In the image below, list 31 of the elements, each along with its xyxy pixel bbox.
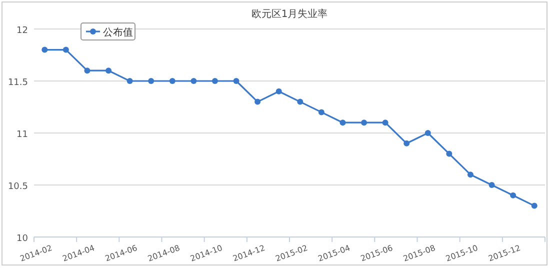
y-tick-label: 12 xyxy=(16,26,28,36)
y-tick-label: 10.5 xyxy=(8,182,28,192)
y-tick-label: 11 xyxy=(16,130,28,140)
point xyxy=(467,172,474,178)
point xyxy=(62,46,69,53)
point xyxy=(42,46,48,53)
point xyxy=(148,78,154,84)
point xyxy=(404,140,410,146)
point xyxy=(106,68,112,74)
point xyxy=(254,98,261,105)
point xyxy=(233,78,240,84)
point xyxy=(382,120,388,126)
y-tick-label: 11.5 xyxy=(8,78,28,88)
point xyxy=(510,192,516,198)
chart-title: 欧元区1月失业率 xyxy=(251,8,328,20)
point xyxy=(276,88,282,94)
point xyxy=(190,78,197,84)
point xyxy=(446,150,452,157)
point xyxy=(169,78,176,84)
point xyxy=(126,78,133,84)
point xyxy=(212,78,218,84)
legend-label: 公布值 xyxy=(103,26,133,38)
point xyxy=(297,98,304,105)
point xyxy=(424,130,431,136)
point xyxy=(488,182,495,188)
y-tick-label: 10 xyxy=(16,234,28,244)
point xyxy=(340,120,346,126)
point xyxy=(84,68,90,74)
point xyxy=(318,109,324,116)
point xyxy=(361,120,368,126)
point xyxy=(531,202,538,209)
